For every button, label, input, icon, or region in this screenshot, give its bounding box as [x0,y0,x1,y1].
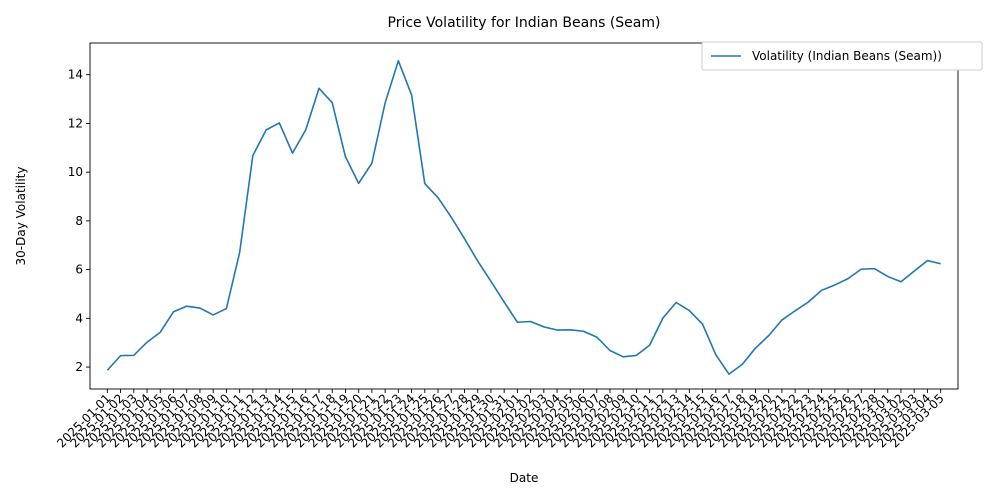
x-axis-label: Date [510,471,539,485]
y-axis: 2 4 6 8 10 12 14 [68,68,90,374]
y-tick-label: 10 [68,165,83,179]
y-tick-label: 4 [75,311,83,325]
legend: Volatility (Indian Beans (Seam)) [701,41,983,71]
y-tick-label: 8 [75,214,83,228]
y-tick-label: 12 [68,116,83,130]
axes-frame [89,42,959,390]
x-axis: 2025-01-012025-01-022025-01-032025-01-04… [54,389,947,450]
legend-box [701,41,983,71]
y-tick-label: 6 [75,263,83,277]
legend-entry-label: Volatility (Indian Beans (Seam)) [752,49,942,63]
plot-area [89,42,959,390]
y-tick-label: 2 [75,360,83,374]
chart-title: Price Volatility for Indian Beans (Seam) [388,15,661,31]
y-axis-label: 30-Day Volatility [14,167,28,266]
series-line-volatility [106,59,941,375]
y-tick-label: 14 [68,68,83,82]
